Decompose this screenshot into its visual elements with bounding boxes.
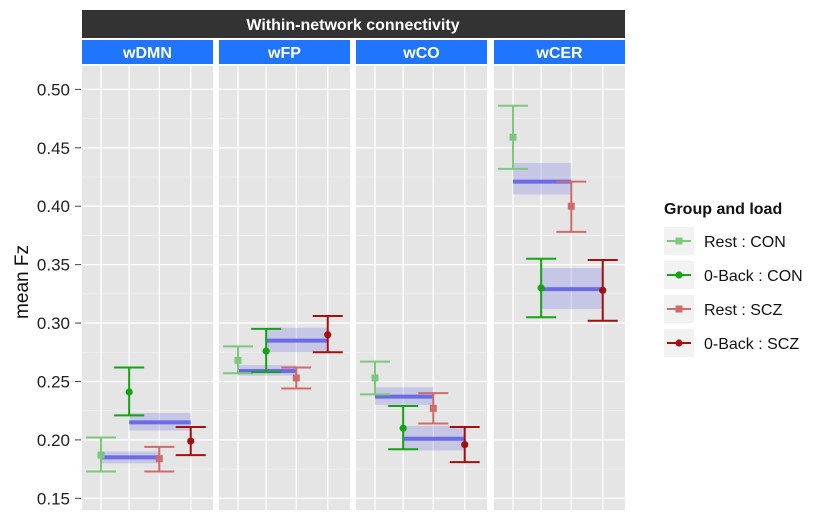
data-point	[359, 360, 390, 396]
data-point	[251, 327, 282, 374]
data-point	[175, 426, 206, 457]
data-point	[497, 104, 528, 170]
y-tick-label: 0.40	[37, 197, 70, 216]
legend-label: 0-Back : SCZ	[704, 336, 799, 353]
y-tick-label: 0.45	[37, 139, 70, 158]
facet-label: wCO	[402, 45, 439, 62]
data-point	[388, 405, 419, 451]
legend-title: Group and load	[664, 201, 782, 218]
facet-label: wFP	[267, 45, 301, 62]
data-point	[418, 392, 449, 425]
facet-strip	[82, 40, 213, 64]
y-tick-label: 0.30	[37, 314, 70, 333]
y-tick-label: 0.15	[37, 489, 70, 508]
data-point	[449, 426, 480, 464]
facet-wfp: wFP	[219, 40, 350, 510]
facet-panels: wDMN wFP wCO wCER	[82, 40, 625, 510]
facet-strip	[494, 40, 625, 64]
facet-wcer: wCER	[494, 40, 625, 510]
y-tick-label: 0.25	[37, 372, 70, 391]
legend-entry: 0-Back : SCZ	[664, 329, 799, 357]
legend-label: Rest : SCZ	[704, 302, 782, 319]
chart-title-strip	[82, 10, 625, 38]
data-point	[85, 436, 116, 473]
facet-strip	[219, 40, 350, 64]
data-point	[587, 258, 618, 322]
panel-background	[219, 66, 350, 510]
facet-strip	[356, 40, 487, 64]
data-point	[144, 445, 175, 473]
legend-label: 0-Back : CON	[704, 268, 803, 285]
data-point	[114, 366, 145, 417]
chart-title: Within-network connectivity	[246, 17, 459, 34]
legend-entries: Rest : CON 0-Back : CON Rest : SCZ 0-Back :…	[664, 227, 803, 357]
data-point	[526, 257, 557, 319]
y-axis: 0.15 0.20 0.25 0.30 0.35 0.40 0.45 0.50	[37, 80, 81, 508]
facet-wco: wCO	[356, 40, 487, 510]
data-point	[281, 366, 312, 390]
facet-label: wDMN	[122, 45, 172, 62]
y-tick-label: 0.35	[37, 256, 70, 275]
band-ci-rest	[512, 162, 572, 195]
y-tick-label: 0.20	[37, 431, 70, 450]
facet-wdmn: wDMN	[82, 40, 213, 510]
legend-entry: 0-Back : CON	[664, 261, 803, 289]
data-point	[222, 345, 253, 375]
legend-entry: Rest : CON	[664, 227, 786, 255]
data-point	[556, 180, 587, 233]
legend-entry: Rest : SCZ	[664, 295, 782, 323]
y-axis-title: mean Fz	[12, 245, 33, 319]
legend-label: Rest : CON	[704, 234, 786, 251]
y-tick-label: 0.50	[37, 80, 70, 99]
data-point	[312, 315, 343, 354]
facet-label: wCER	[535, 45, 583, 62]
